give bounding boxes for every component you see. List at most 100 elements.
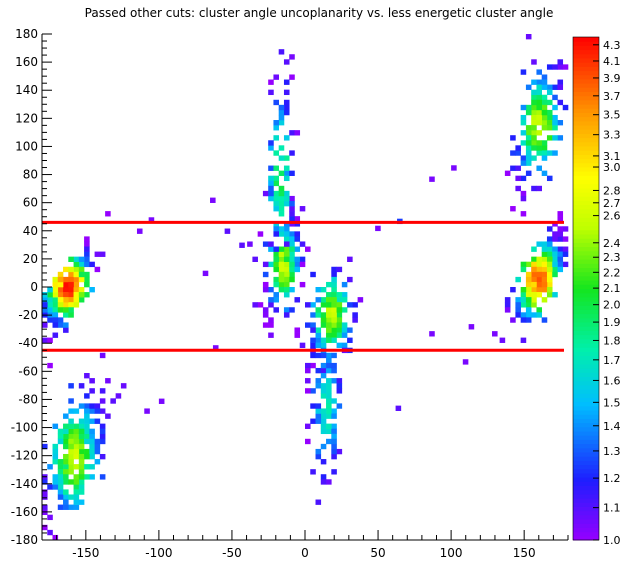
heatmap-cell [68, 418, 74, 424]
heatmap-cell [68, 469, 74, 475]
heatmap-cell [536, 256, 542, 262]
color-bar-tick-label: 4.3 [603, 39, 621, 52]
color-bar-segment [573, 363, 599, 369]
heatmap-cell [89, 388, 95, 394]
heatmap-cell [289, 266, 295, 273]
heatmap-cell [57, 474, 64, 480]
heatmap-cell [552, 64, 558, 70]
heatmap-cell [278, 251, 285, 257]
heatmap-cell [531, 79, 537, 85]
heatmap-cell [63, 423, 69, 429]
heatmap-cell [510, 317, 516, 323]
heatmap-cell [262, 241, 269, 247]
heatmap-cell [331, 352, 337, 359]
heatmap-cell [252, 302, 258, 308]
heatmap-cell [47, 484, 53, 490]
heatmap-cell [310, 322, 316, 328]
heatmap-cell [89, 448, 95, 455]
heatmap-cell [268, 190, 274, 197]
heatmap-cell [320, 302, 327, 308]
heatmap-cell [63, 499, 69, 505]
heatmap-cell [78, 448, 85, 455]
heatmap-cell [552, 94, 558, 101]
heatmap-cell [331, 287, 337, 293]
color-bar-segment [573, 477, 599, 482]
heatmap-cell [336, 448, 343, 455]
heatmap-cell [99, 398, 106, 404]
heatmap-cell [315, 352, 322, 359]
heatmap-cell [331, 408, 337, 414]
heatmap-cell [531, 271, 537, 278]
color-bar-tick-label: 1.1 [603, 502, 621, 515]
heatmap-cell [63, 474, 69, 480]
color-bar-segment [573, 259, 599, 264]
heatmap-cell [525, 84, 532, 90]
color-bar-segment [573, 145, 599, 151]
heatmap-cell [94, 418, 101, 424]
heatmap-cell [557, 231, 564, 237]
heatmap-cell [552, 292, 558, 298]
heatmap-cell [63, 297, 69, 303]
heatmap-cell [546, 261, 553, 268]
heatmap-cell [42, 479, 48, 485]
heatmap-cell [552, 236, 558, 242]
heatmap-cell [541, 114, 548, 121]
heatmap-cell [52, 459, 59, 465]
heatmap-cell [320, 352, 327, 359]
heatmap-cell [305, 302, 311, 308]
color-bar-segment [573, 447, 599, 453]
color-bar-segment [573, 37, 599, 42]
heatmap-cell [499, 337, 506, 343]
heatmap-cell [289, 206, 295, 212]
heatmap-cell [541, 125, 548, 131]
heatmap-cell [326, 383, 332, 389]
heatmap-cell [94, 266, 101, 273]
heatmap-cell [57, 297, 64, 303]
heatmap-cell [326, 378, 332, 384]
heatmap-cell [268, 261, 274, 268]
color-bar-segment [573, 351, 599, 357]
heatmap-cell [94, 408, 101, 414]
color-bar-segment [573, 435, 599, 440]
heatmap-cell [84, 241, 90, 247]
heatmap-cell [331, 332, 337, 338]
heatmap-cell [336, 383, 343, 389]
heatmap-cell [536, 185, 542, 192]
color-bar-segment [573, 91, 599, 97]
heatmap-cell [57, 302, 64, 308]
heatmap-cell [262, 271, 269, 278]
heatmap-cell [305, 362, 311, 369]
heatmap-cell [68, 459, 74, 465]
heatmap-cell [73, 499, 80, 505]
heatmap-cell [273, 261, 279, 268]
heatmap-cell [47, 529, 53, 536]
heatmap-cell [289, 211, 295, 217]
heatmap-cell [305, 367, 311, 374]
y-tick-label: -40 [18, 336, 38, 350]
heatmap-cell [47, 362, 53, 369]
color-bar-segment [573, 317, 599, 323]
heatmap-cell [268, 79, 274, 85]
heatmap-cell [326, 332, 332, 338]
heatmap-cell [78, 459, 85, 465]
heatmap-cell [73, 256, 80, 262]
color-bar-segment [573, 347, 599, 352]
heatmap-cell [525, 307, 532, 313]
heatmap-cell [57, 433, 64, 440]
color-bar-segment [573, 112, 599, 118]
heatmap-cell [536, 276, 542, 283]
color-bar-segment [573, 498, 599, 503]
heatmap-cell [273, 125, 279, 131]
heatmap-cell [310, 388, 316, 394]
heatmap-cell [283, 200, 290, 207]
heatmap-cell [546, 114, 553, 121]
heatmap-cell [504, 307, 511, 313]
heatmap-cell [57, 271, 64, 278]
heatmap-cell [273, 226, 279, 232]
heatmap-cell [341, 297, 348, 303]
heatmap-cell [546, 64, 553, 70]
heatmap-cell [84, 413, 90, 419]
heatmap-cell [331, 423, 337, 429]
color-bar-tick-label: 1.3 [603, 445, 621, 458]
heatmap-cell [47, 307, 53, 313]
